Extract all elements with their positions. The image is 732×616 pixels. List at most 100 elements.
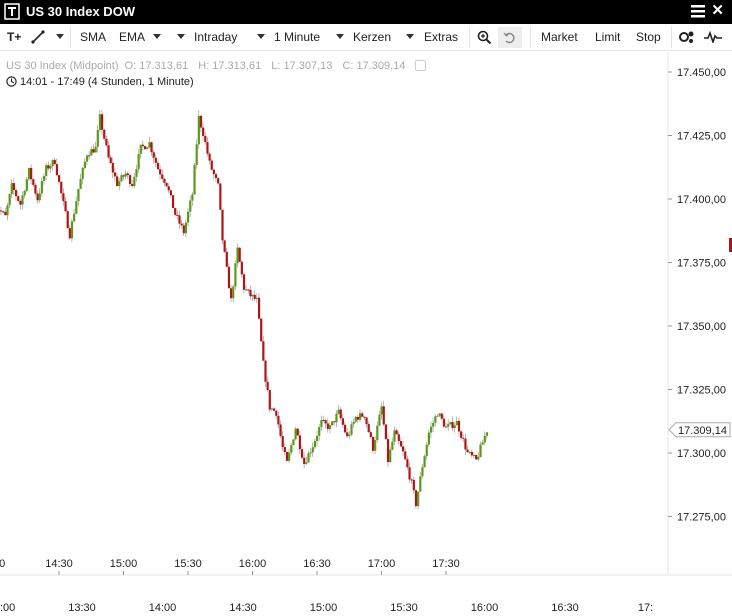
draw-tool-dropdown-icon[interactable] bbox=[56, 34, 64, 39]
candle-body bbox=[404, 451, 407, 460]
candle-body bbox=[120, 175, 123, 182]
undo-icon[interactable] bbox=[503, 31, 516, 44]
candle-body bbox=[457, 420, 461, 432]
candle-body bbox=[116, 176, 119, 187]
overview-tick-label: 13:00 bbox=[0, 602, 15, 614]
candle-body bbox=[298, 435, 301, 450]
extras-dropdown-icon[interactable] bbox=[406, 34, 414, 39]
candle-body bbox=[483, 435, 486, 443]
candle-body bbox=[253, 294, 256, 299]
candle-body bbox=[427, 432, 430, 445]
candle-body bbox=[25, 179, 28, 191]
sma-button[interactable]: SMA bbox=[80, 30, 107, 44]
candle-body bbox=[70, 221, 74, 239]
candle-body bbox=[453, 425, 456, 429]
candle-body bbox=[307, 453, 310, 463]
candle-body bbox=[481, 442, 484, 445]
menu-icon[interactable] bbox=[691, 4, 705, 18]
undo-button[interactable] bbox=[498, 27, 522, 48]
candle-body bbox=[266, 381, 269, 391]
candle-body bbox=[436, 415, 439, 417]
chart-type-dropdown-icon[interactable] bbox=[336, 34, 344, 39]
candlestick-chart[interactable]: 17.450,00 17.425,00 17.400,00 17.375,00 17.3… bbox=[0, 52, 732, 616]
candle-body bbox=[391, 441, 394, 450]
candle-body bbox=[352, 421, 355, 425]
zoom-icon[interactable] bbox=[477, 30, 492, 45]
range-select[interactable]: Intraday bbox=[194, 30, 238, 44]
candle-body bbox=[354, 416, 357, 422]
stop-order-button[interactable]: Stop bbox=[636, 30, 661, 44]
candle-body bbox=[376, 425, 379, 441]
candle-body bbox=[326, 423, 329, 429]
candle-body bbox=[199, 115, 203, 128]
candle-body bbox=[113, 172, 117, 177]
candle-body bbox=[36, 193, 39, 201]
candle-body bbox=[477, 456, 480, 460]
indicator-dropdown-icon[interactable] bbox=[153, 34, 161, 39]
candle-body bbox=[68, 228, 71, 239]
candle-body bbox=[8, 194, 11, 206]
candle-body bbox=[303, 457, 306, 464]
x-tick-label: 15:30 bbox=[174, 558, 202, 570]
candle-body bbox=[83, 161, 86, 169]
candle-body bbox=[178, 215, 181, 224]
candle-body bbox=[288, 452, 291, 461]
candle-body bbox=[361, 413, 364, 417]
candle-body bbox=[365, 417, 368, 425]
candle-body bbox=[96, 130, 99, 147]
interval-select[interactable]: 1 Minute bbox=[274, 30, 321, 44]
ema-button[interactable]: EMA bbox=[119, 30, 146, 44]
candle-body bbox=[397, 434, 400, 442]
chart-area[interactable]: 17.450,00 17.425,00 17.400,00 17.375,00 17.3… bbox=[0, 52, 732, 616]
overview-tick-label: 13:30 bbox=[68, 602, 96, 614]
candle-body bbox=[273, 408, 276, 411]
last-price-marker bbox=[668, 422, 731, 438]
candle-body bbox=[90, 149, 93, 156]
close-icon[interactable]: ✕ bbox=[711, 2, 724, 19]
market-order-button[interactable]: Market bbox=[541, 30, 578, 44]
low-label: L: bbox=[271, 60, 281, 72]
candle-body bbox=[468, 451, 471, 453]
candle-body bbox=[363, 416, 366, 418]
candle-body bbox=[447, 424, 450, 427]
candle-body bbox=[386, 439, 390, 463]
chart-type-select[interactable]: Kerzen bbox=[353, 30, 392, 44]
indicator-icon[interactable] bbox=[704, 31, 722, 43]
candle-body bbox=[169, 190, 172, 196]
candle-body bbox=[161, 174, 164, 179]
candle-body bbox=[408, 467, 411, 480]
candle-body bbox=[111, 162, 114, 173]
draw-line-icon[interactable] bbox=[31, 30, 45, 44]
candle-body bbox=[337, 409, 340, 414]
compare-icon[interactable] bbox=[679, 30, 696, 44]
open-value: 17.313,61 bbox=[139, 60, 189, 72]
range-dropdown-icon[interactable] bbox=[177, 34, 185, 39]
candle-body bbox=[371, 437, 375, 451]
info-toggle-icon[interactable] bbox=[415, 60, 427, 71]
candle-body bbox=[217, 178, 220, 184]
candle-body bbox=[128, 175, 132, 184]
candle-body bbox=[219, 183, 222, 210]
candle-body bbox=[279, 424, 282, 436]
overview-tick-label: 15:30 bbox=[390, 602, 418, 614]
x-tick-label: 14:30 bbox=[45, 558, 73, 570]
candle-body bbox=[171, 195, 175, 209]
candle-body bbox=[421, 467, 424, 477]
y-tick-label: 17.400,00 bbox=[677, 194, 726, 206]
overview-tick-label: 14:30 bbox=[229, 602, 257, 614]
candle-body bbox=[464, 438, 467, 450]
candle-body bbox=[34, 184, 37, 194]
candle-body bbox=[380, 406, 383, 415]
candle-body bbox=[318, 426, 321, 436]
extras-select[interactable]: Extras bbox=[424, 30, 459, 44]
candle-body bbox=[214, 174, 218, 179]
limit-order-button[interactable]: Limit bbox=[595, 30, 621, 44]
ohlc-readout: US 30 Index (Midpoint) O: 17.313,61 H: 17.… bbox=[6, 60, 427, 72]
text-tool-button[interactable]: T+ bbox=[7, 30, 22, 44]
interval-dropdown-icon[interactable] bbox=[257, 34, 265, 39]
candle-body bbox=[0, 210, 3, 212]
candle-body bbox=[410, 479, 413, 481]
candle-body bbox=[470, 451, 473, 456]
candle-body bbox=[348, 434, 351, 437]
title-bar: US 30 Index DOW ✕ bbox=[0, 0, 732, 24]
